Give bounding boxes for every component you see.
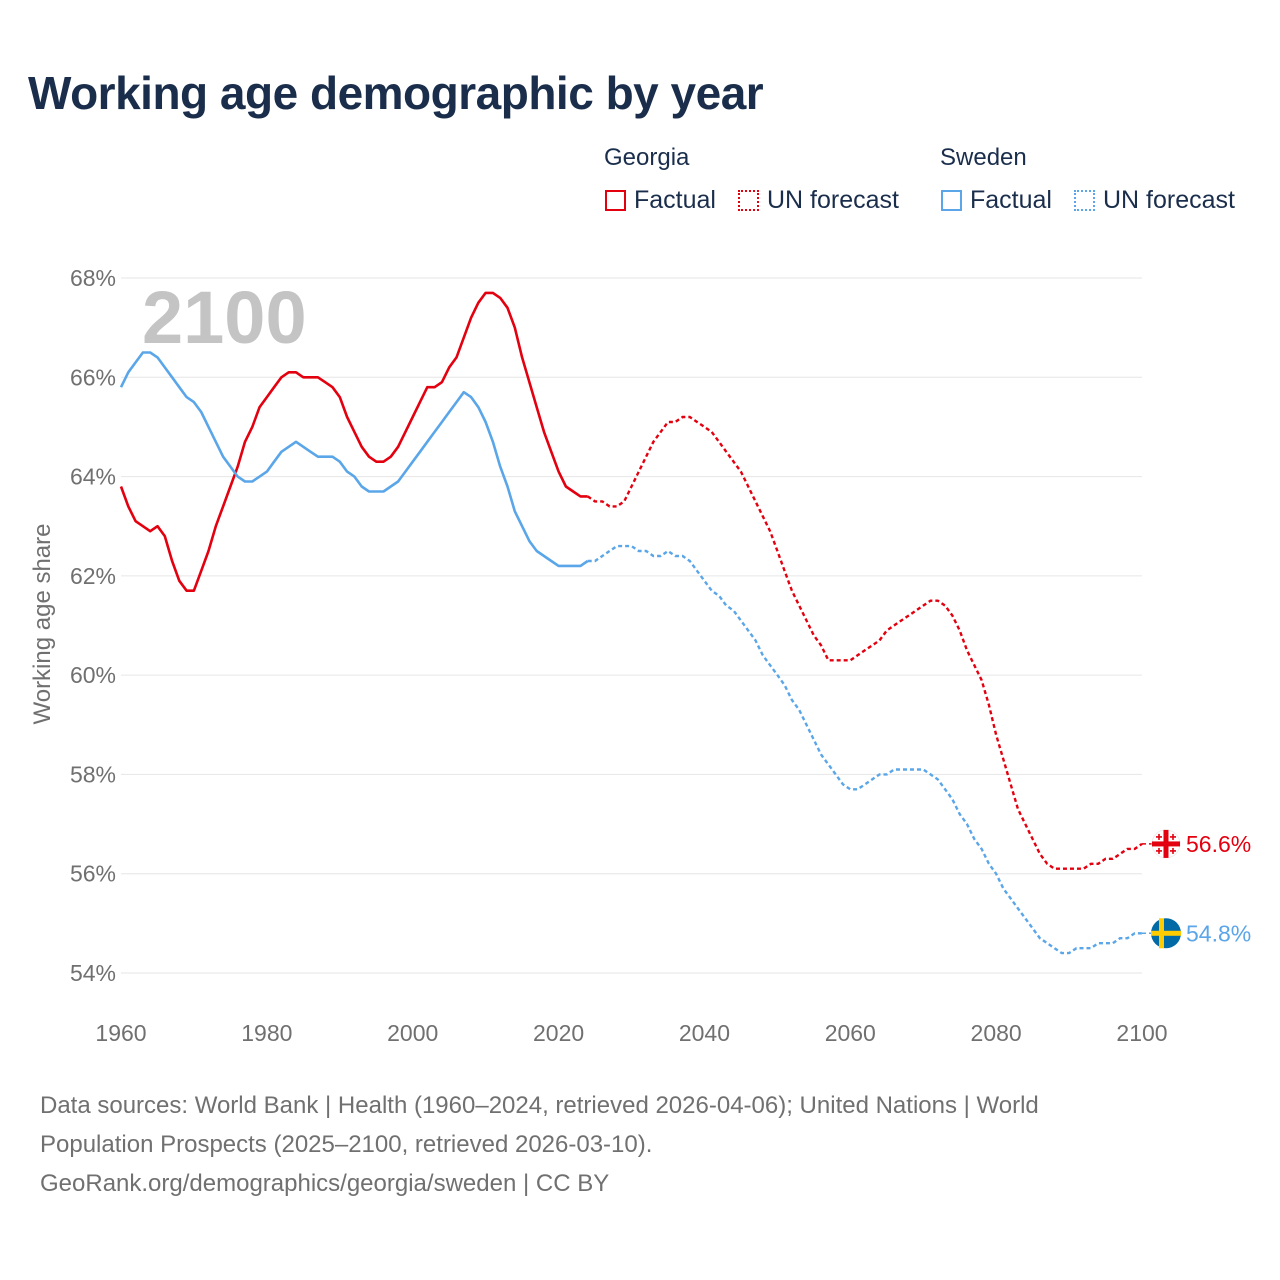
y-tick-label: 62% (70, 563, 116, 589)
legend-swatch-georgia-forecast (738, 190, 759, 211)
line-georgia-factual (119, 291, 588, 592)
series-lines (119, 291, 1143, 955)
line-sweden-forecast (587, 544, 1142, 955)
legend-swatch-sweden-factual (941, 190, 962, 211)
y-tick-label: 64% (70, 464, 116, 490)
legend-label-georgia-forecast: UN forecast (767, 186, 899, 214)
line-georgia-forecast (587, 415, 1143, 870)
legend-group-sweden: Sweden (940, 144, 1027, 171)
legend-label-georgia-factual: Factual (634, 186, 716, 214)
year-watermark: 2100 (142, 276, 307, 359)
y-axis-ticks: 54% 56% 58% 60% 62% 64% 66% 68% (70, 265, 116, 986)
y-tick-label: 66% (70, 364, 116, 390)
x-tick-label: 2040 (679, 1020, 730, 1046)
flag-georgia-small-cross (1156, 836, 1162, 838)
end-markers: 56.6% 54.8% (1142, 829, 1251, 949)
grid (121, 277, 1142, 974)
x-tick-label: 2000 (387, 1020, 438, 1046)
flag-georgia-small-cross (1156, 850, 1162, 852)
legend-sweden-forecast[interactable]: UN forecast (1074, 186, 1235, 215)
legend-swatch-sweden-forecast (1074, 190, 1095, 211)
x-tick-label: 2020 (533, 1020, 584, 1046)
x-axis-ticks: 1960 1980 2000 2020 2040 2060 2080 2100 (95, 1020, 1167, 1046)
y-axis-label: Working age share (29, 524, 56, 725)
end-label-georgia: 56.6% (1186, 831, 1251, 857)
flag-sweden-cross-h (1151, 930, 1181, 936)
footer-sources-line2: Population Prospects (2025–2100, retriev… (40, 1131, 653, 1158)
y-tick-label: 58% (70, 761, 116, 787)
flag-georgia-small-cross (1170, 836, 1176, 838)
legend-label-sweden-forecast: UN forecast (1103, 186, 1235, 214)
legend-group-georgia: Georgia (604, 144, 690, 171)
flag-georgia-small-cross (1170, 850, 1176, 852)
x-tick-label: 1960 (95, 1020, 146, 1046)
end-label-sweden: 54.8% (1186, 920, 1251, 946)
chart-title: Working age demographic by year (28, 67, 764, 119)
legend-georgia-factual[interactable]: Factual (605, 186, 716, 215)
line-sweden-factual (119, 351, 589, 568)
legend-sweden-factual[interactable]: Factual (941, 186, 1052, 215)
legend-georgia-forecast[interactable]: UN forecast (738, 186, 899, 215)
x-tick-label: 2060 (825, 1020, 876, 1046)
x-tick-label: 2100 (1116, 1020, 1167, 1046)
y-tick-label: 56% (70, 861, 116, 887)
x-tick-label: 2080 (971, 1020, 1022, 1046)
y-tick-label: 60% (70, 662, 116, 688)
x-tick-label: 1980 (241, 1020, 292, 1046)
legend-swatch-georgia-factual (605, 190, 626, 211)
y-tick-label: 68% (70, 265, 116, 291)
legend-label-sweden-factual: Factual (970, 186, 1052, 214)
footer: Data sources: World Bank | Health (1960–… (40, 1086, 1240, 1203)
flag-georgia-cross-h (1152, 841, 1180, 847)
footer-sources-line1: Data sources: World Bank | Health (1960–… (40, 1092, 1039, 1119)
footer-attribution: GeoRank.org/demographics/georgia/sweden … (40, 1170, 610, 1197)
y-tick-label: 54% (70, 960, 116, 986)
